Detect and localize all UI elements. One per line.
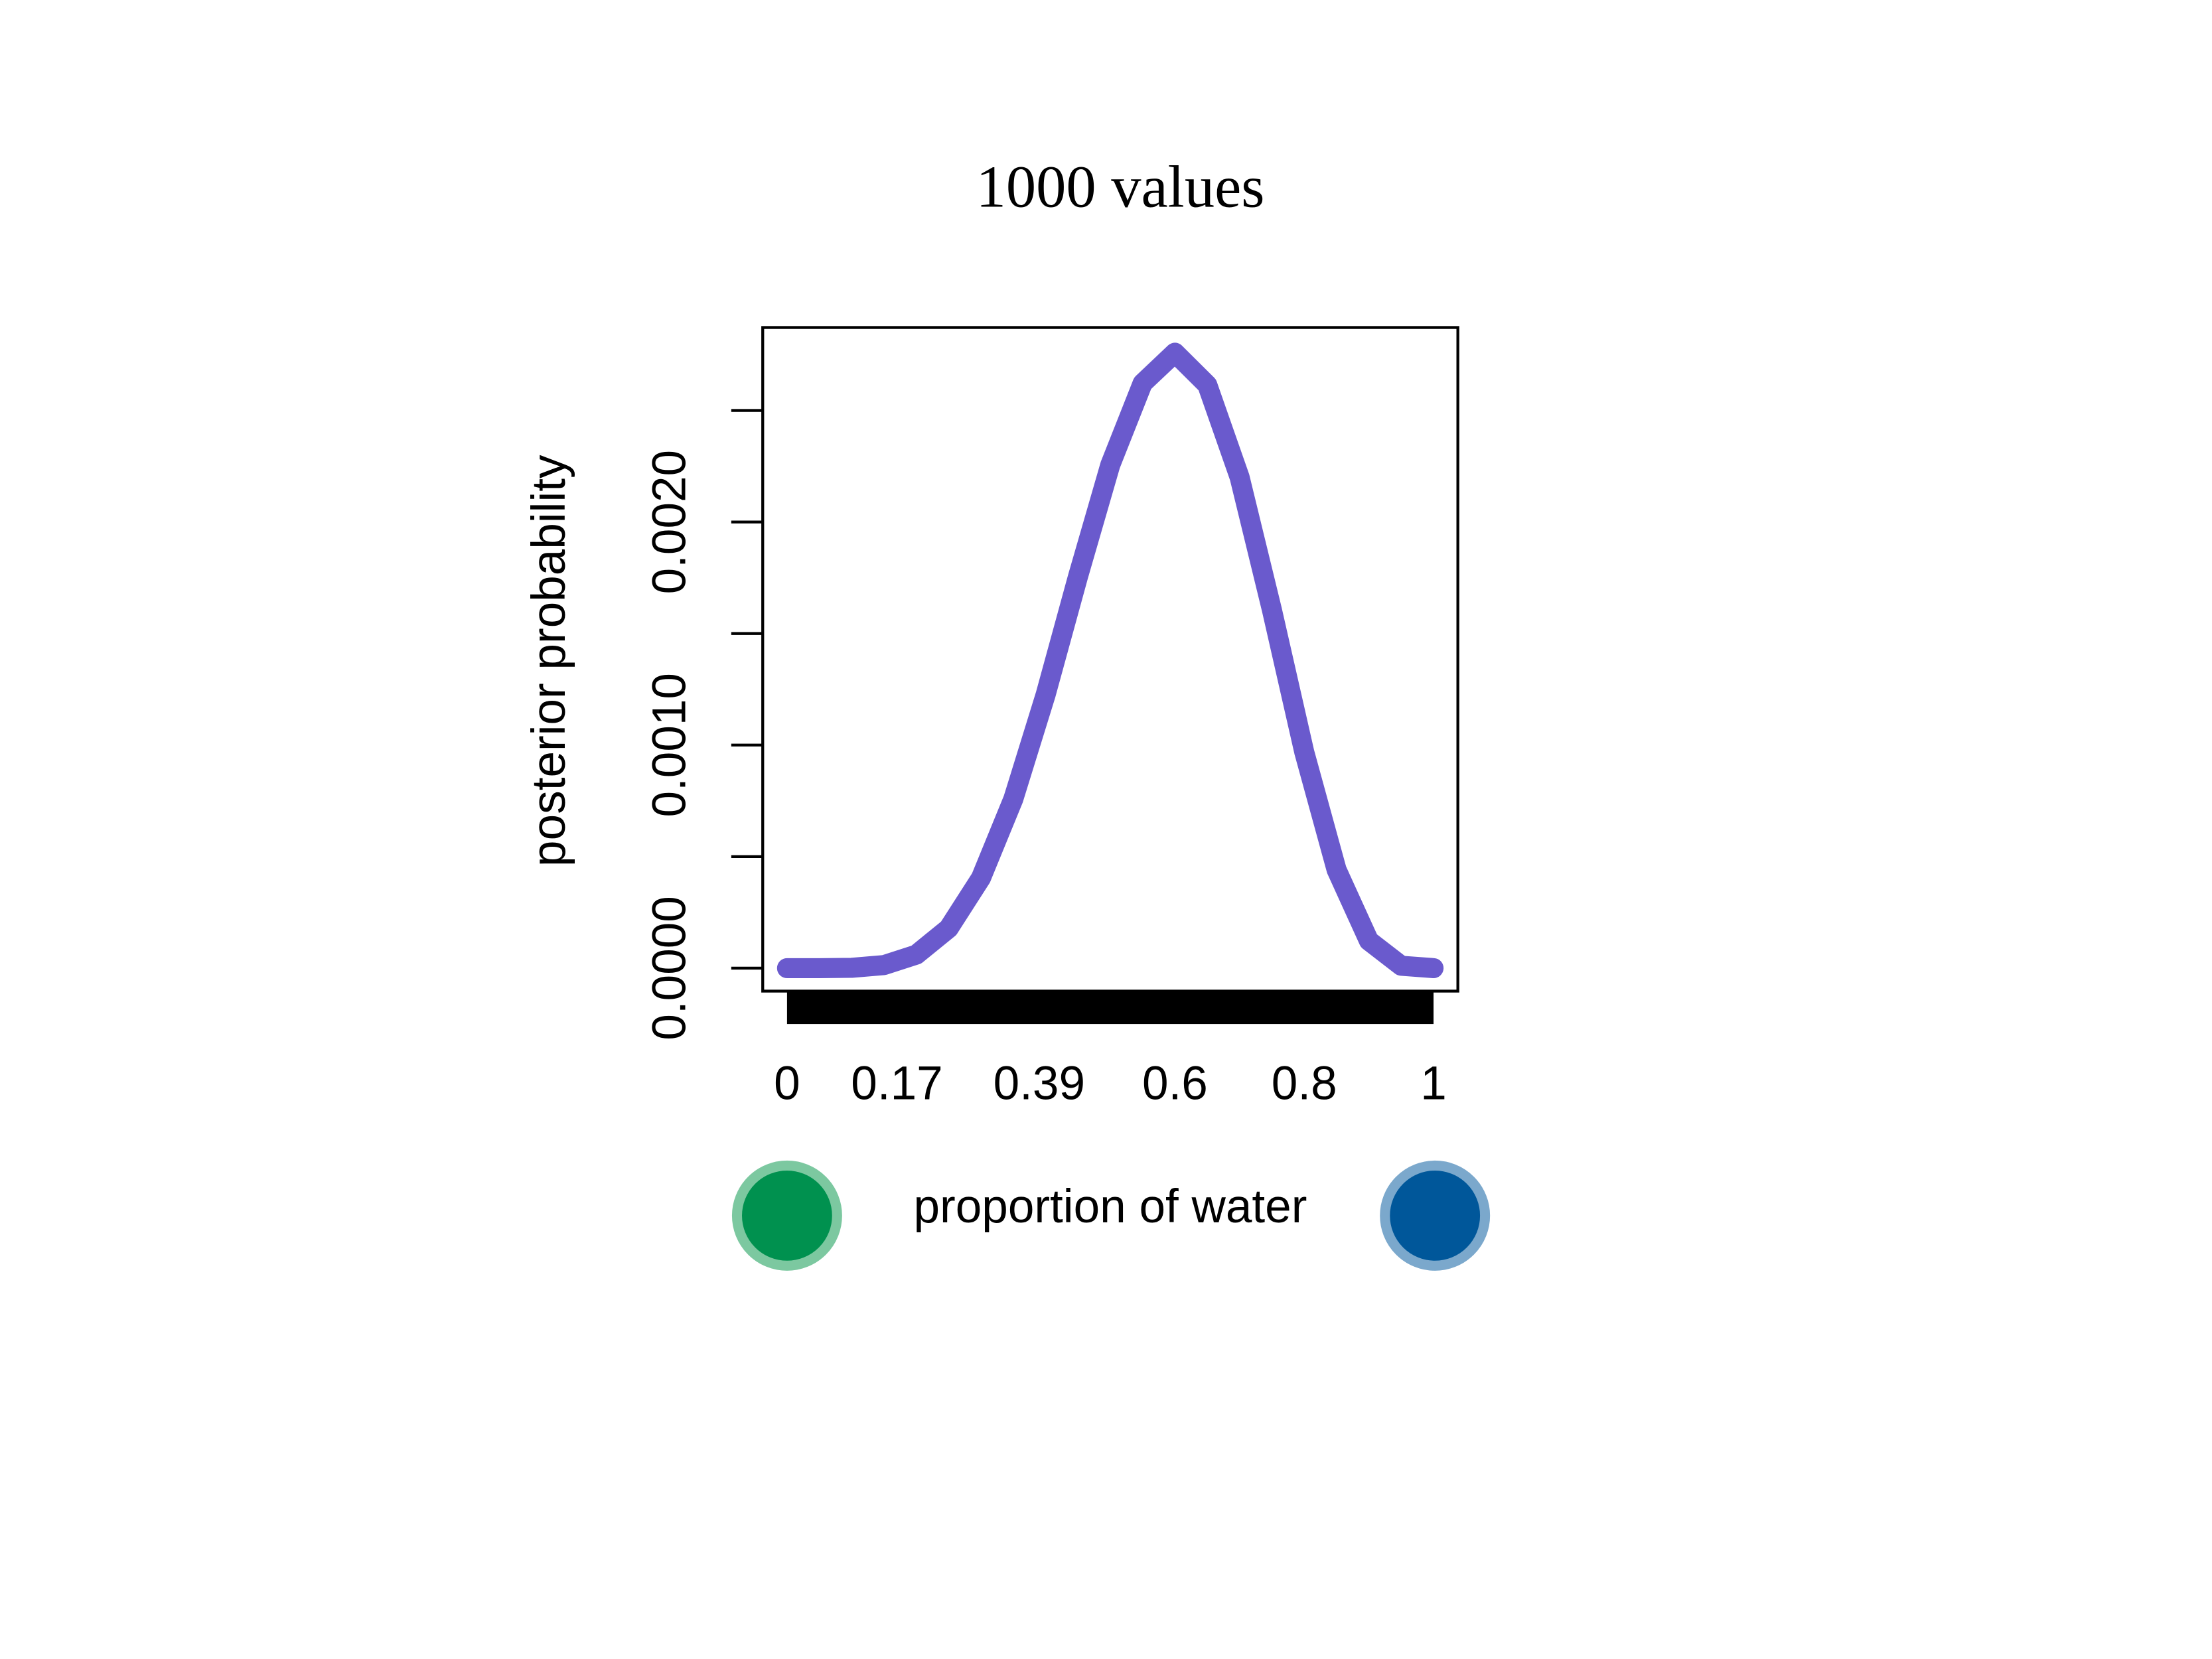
x-tick-label: 1 — [1420, 1058, 1447, 1110]
x-tick-label: 0 — [774, 1058, 800, 1110]
line-series — [776, 342, 1444, 978]
x-axis-label: proportion of water — [914, 1181, 1307, 1233]
chart-title: 1000 values — [976, 153, 1265, 220]
y-axis-label: posterior probability — [523, 455, 575, 867]
x-tick-label: 0.8 — [1272, 1058, 1337, 1110]
y-tick-label: 0.0020 — [643, 450, 696, 594]
x-tick-label: 0.6 — [1142, 1058, 1208, 1110]
y-tick-label: 0.0000 — [643, 896, 696, 1041]
slider-handle-left[interactable] — [731, 1160, 842, 1271]
x-tick-label: 0.17 — [851, 1058, 942, 1110]
x-tick-label: 0.39 — [994, 1058, 1085, 1110]
slider-handle-right[interactable] — [1380, 1160, 1491, 1271]
slider-track[interactable] — [786, 991, 1434, 1025]
plot-frame — [761, 326, 1459, 993]
y-tick-label: 0.0010 — [643, 673, 696, 818]
